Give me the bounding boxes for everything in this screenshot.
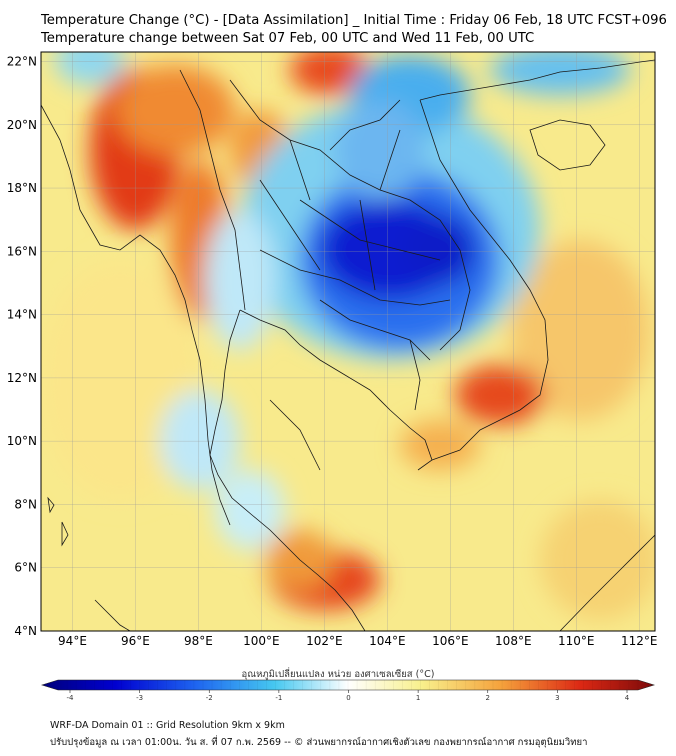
longitude-labels: 94°E 96°E 98°E 100°E 102°E 104°E 106°E 108°E 110… [58, 634, 657, 648]
footer-credit: ปรับปรุงข้อมูล ณ เวลา 01:00น. วัน ส. ที่… [50, 737, 588, 748]
lat-tick-label: 16°N [7, 244, 37, 258]
lat-tick-label: 6°N [14, 561, 37, 575]
lat-tick-label: 4°N [14, 624, 37, 638]
lon-tick-label: 112°E [621, 634, 658, 648]
lon-tick-label: 94°E [58, 634, 87, 648]
lat-tick-label: 18°N [7, 181, 37, 195]
lat-tick-label: 22°N [7, 54, 37, 68]
lat-tick-label: 10°N [7, 434, 37, 448]
colorbar-tick-label: -2 [206, 694, 213, 702]
chart-title: Temperature Change (°C) - [Data Assimila… [41, 13, 667, 28]
colorbar-tick-label: 4 [625, 694, 630, 702]
gridlines [41, 52, 655, 631]
colorbar-tick-label: -4 [67, 694, 75, 702]
map-frame [40, 51, 656, 632]
colorbar: -4 -3 -2 -1 0 1 2 3 4 [40, 679, 656, 702]
footer-domain-info: WRF-DA Domain 01 :: Grid Resolution 9km … [50, 720, 285, 731]
colorbar-tick-label: 2 [486, 694, 490, 702]
temperature-field [41, 52, 655, 631]
colorbar-tick-label: 1 [416, 694, 420, 702]
latitude-labels: 22°N 20°N 18°N 16°N 14°N 12°N 10°N 8°N 6°N 4°N [7, 54, 37, 638]
lat-tick-label: 20°N [7, 118, 37, 132]
colorbar-tick-label: 3 [555, 694, 559, 702]
lat-tick-label: 14°N [7, 308, 37, 322]
colorbar-tick-label: -3 [136, 694, 143, 702]
lon-tick-label: 100°E [243, 634, 280, 648]
colorbar-tick-label: 0 [346, 694, 350, 702]
lat-tick-label: 8°N [14, 497, 37, 511]
lat-tick-label: 12°N [7, 371, 37, 385]
lon-tick-label: 102°E [306, 634, 343, 648]
lon-tick-label: 106°E [432, 634, 469, 648]
lon-tick-label: 96°E [121, 634, 150, 648]
lon-tick-label: 98°E [184, 634, 213, 648]
lon-tick-label: 104°E [369, 634, 406, 648]
lon-tick-label: 108°E [495, 634, 532, 648]
lon-tick-label: 110°E [558, 634, 595, 648]
coastlines-borders [41, 59, 655, 631]
colorbar-label: อุณหภูมิเปลี่ยนแปลง หน่วย องศาเซลเซียส (… [241, 669, 435, 680]
chart-subtitle: Temperature change between Sat 07 Feb, 0… [41, 31, 535, 46]
colorbar-tick-label: -1 [275, 694, 282, 702]
